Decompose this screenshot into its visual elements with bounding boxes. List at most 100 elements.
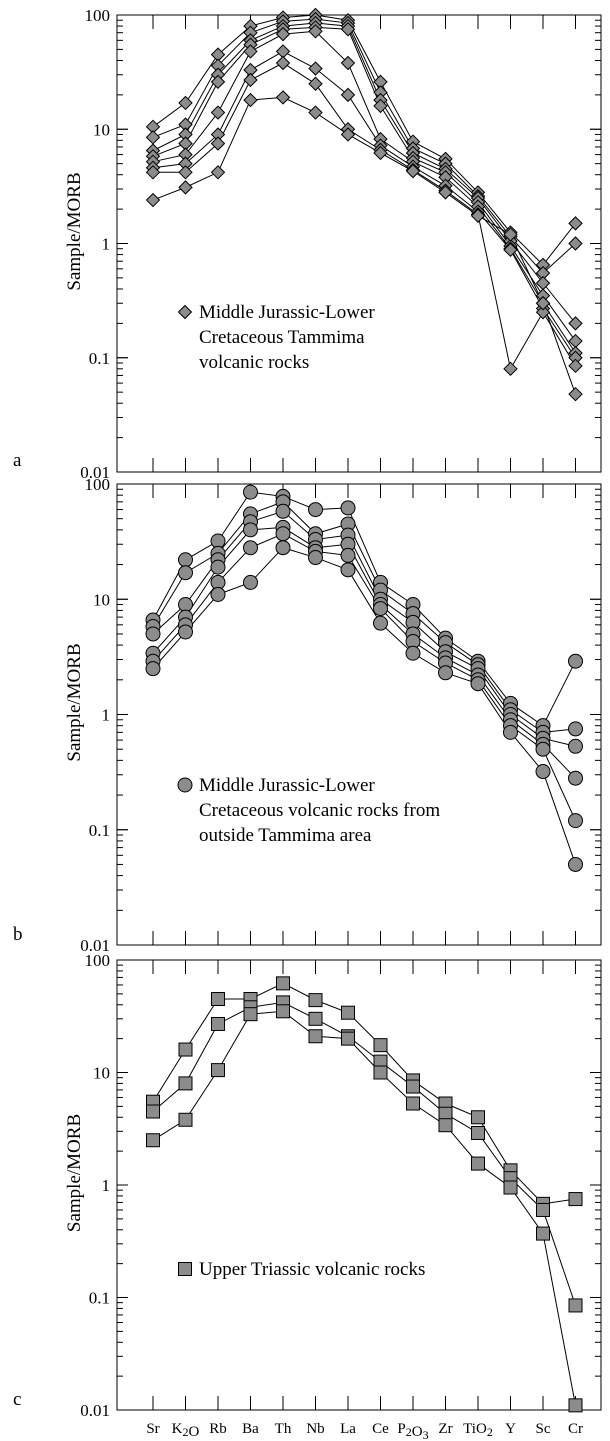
data-point [373,615,388,631]
data-point [243,574,258,590]
data-point [405,163,421,179]
data-point [145,165,161,180]
series-line [152,14,576,266]
legend-marker [178,1262,192,1276]
y-tick-label: 10 [93,1064,110,1083]
data-point [471,1156,485,1171]
data-point [178,1112,193,1127]
data-point [275,26,291,42]
y-tick-label: 100 [85,475,111,494]
legend-text: Upper Triassic volcanic rocks [199,1259,425,1280]
x-tick-label: Ce [372,1421,389,1437]
data-point [568,358,583,374]
data-point [308,1029,323,1044]
data-point [178,95,193,111]
data-point [145,192,161,208]
chart-panel-a: 100 10 1 0.1 0.01 Sample/MORB a Middle Jurassic… [13,6,602,482]
x-tick-label: Nb [306,1421,324,1437]
data-point [568,721,583,737]
y-axis-label: Sample/MORB [64,172,85,290]
x-tick-label: P2O3 [397,1421,428,1441]
chart-panel-c: 100 10 1 0.1 0.01 Sample/MORB c Upper Triassic … [13,951,602,1420]
legend-marker [177,777,193,793]
legend-text: Cretaceous volcanic rocks from [199,800,440,821]
data-point [405,645,421,661]
data-point [308,24,323,39]
data-point [568,1398,583,1413]
data-point [178,624,193,640]
data-point [503,361,518,377]
data-point [178,1042,193,1057]
data-point [308,76,323,91]
y-tick-label: 100 [85,6,111,25]
series-line [152,50,576,359]
data-point [308,550,323,566]
y-tick-label: 100 [85,951,111,970]
data-point [145,661,161,677]
data-point [568,813,583,829]
plot-frame [116,483,602,946]
y-tick-label: 10 [93,120,110,139]
legend-text: outside Tammima area [199,825,372,846]
data-point [276,1004,290,1019]
x-axis-labels: Sr K2O Rb Ba Th Nb La Ce P2O3 Zr TiO2 Y Sc Cr [146,1421,583,1441]
data-point [373,601,388,617]
data-point [243,540,258,556]
data-point [470,676,486,692]
data-point [211,1016,225,1031]
data-point [340,547,356,563]
data-point [503,242,518,258]
data-point [308,993,323,1008]
data-point [470,208,486,223]
data-point [276,976,290,991]
y-tick-label: 0.01 [80,1401,110,1420]
data-point [178,180,193,195]
data-point [568,738,583,754]
x-tick-label: K2O [172,1421,200,1440]
data-point [341,1031,355,1046]
data-point [340,55,356,71]
plot-frame [116,959,602,1411]
y-tick-label: 0.01 [80,463,110,482]
panel-label-b: b [13,924,23,945]
data-point [308,1011,323,1026]
x-tick-label: Zr [438,1421,452,1437]
data-point [275,503,291,519]
data-point [308,61,323,76]
x-tick-label: Rb [209,1421,227,1437]
data-point [438,665,453,681]
data-point [340,127,356,142]
data-point [243,522,258,538]
x-tick-label: Y [505,1421,516,1437]
data-point [211,992,225,1007]
data-point [178,1076,193,1091]
data-point [568,856,583,872]
data-point [568,236,583,251]
data-point [536,1226,550,1241]
data-point [178,552,193,568]
data-point [568,653,583,669]
data-point [568,386,583,402]
data-point [535,741,551,757]
data-point [145,130,161,145]
x-tick-label: Cr [568,1421,583,1437]
y-tick-label: 0.01 [80,936,110,955]
data-point [503,724,518,740]
data-point [178,565,193,581]
data-point [178,597,193,613]
legend-text: Middle Jurassic-Lower [199,302,375,323]
panel-label-c: c [13,1389,21,1410]
data-point [275,526,291,542]
data-point [568,316,583,331]
data-point [243,44,258,59]
data-point [210,165,226,180]
legend: Middle Jurassic-Lower Cretaceous Tammima v… [177,302,375,373]
y-tick-label: 1 [102,1176,111,1195]
data-point [340,87,356,103]
data-point [373,98,388,114]
data-point [308,105,323,120]
data-point [210,559,226,575]
x-tick-label: La [340,1421,356,1437]
legend-text: Middle Jurassic-Lower [199,775,375,796]
data-point [145,626,161,642]
